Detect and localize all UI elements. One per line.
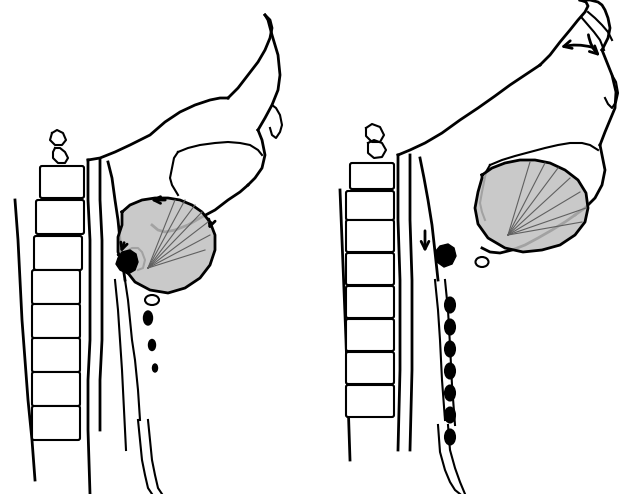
FancyBboxPatch shape	[32, 372, 80, 406]
FancyBboxPatch shape	[34, 236, 82, 270]
Ellipse shape	[445, 385, 455, 401]
Ellipse shape	[144, 311, 153, 325]
FancyBboxPatch shape	[40, 166, 84, 198]
Ellipse shape	[445, 364, 455, 378]
Polygon shape	[475, 160, 588, 252]
FancyBboxPatch shape	[32, 338, 80, 372]
Ellipse shape	[148, 339, 155, 351]
FancyBboxPatch shape	[346, 352, 394, 384]
FancyBboxPatch shape	[36, 200, 84, 234]
FancyBboxPatch shape	[350, 163, 394, 189]
Polygon shape	[116, 250, 138, 274]
Polygon shape	[53, 148, 68, 163]
FancyBboxPatch shape	[32, 304, 80, 338]
FancyBboxPatch shape	[346, 286, 394, 318]
Ellipse shape	[445, 297, 455, 313]
Polygon shape	[50, 130, 66, 145]
FancyBboxPatch shape	[346, 385, 394, 417]
Polygon shape	[435, 244, 456, 267]
FancyBboxPatch shape	[346, 220, 394, 252]
Ellipse shape	[445, 341, 455, 357]
Polygon shape	[118, 198, 215, 293]
FancyBboxPatch shape	[346, 253, 394, 285]
FancyBboxPatch shape	[346, 319, 394, 351]
Polygon shape	[366, 124, 384, 142]
Ellipse shape	[145, 295, 159, 305]
Polygon shape	[368, 140, 386, 158]
Ellipse shape	[445, 429, 455, 445]
Ellipse shape	[445, 320, 455, 334]
FancyBboxPatch shape	[32, 270, 80, 304]
Ellipse shape	[153, 364, 157, 372]
Ellipse shape	[445, 408, 455, 422]
Ellipse shape	[475, 257, 488, 267]
FancyBboxPatch shape	[346, 191, 394, 220]
FancyBboxPatch shape	[32, 406, 80, 440]
